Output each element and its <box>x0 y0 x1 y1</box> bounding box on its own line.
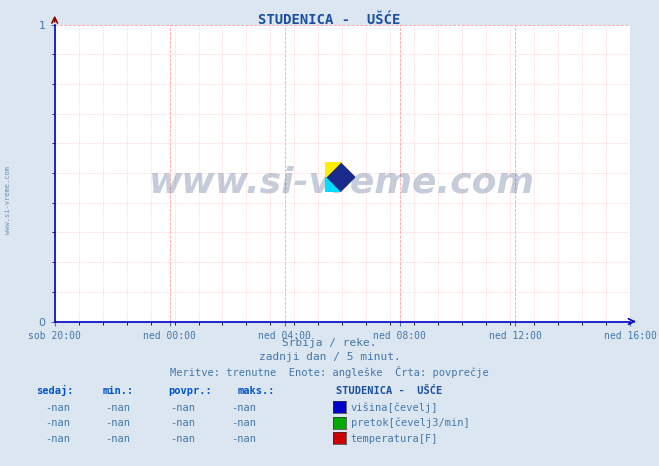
Polygon shape <box>325 177 340 192</box>
Text: maks.:: maks.: <box>237 386 275 396</box>
Polygon shape <box>325 162 340 177</box>
Text: -nan: -nan <box>105 403 130 413</box>
Text: -nan: -nan <box>231 434 256 444</box>
Text: pretok[čevelj3/min]: pretok[čevelj3/min] <box>351 418 469 428</box>
Text: Meritve: trenutne  Enote: angleške  Črta: povprečje: Meritve: trenutne Enote: angleške Črta: … <box>170 366 489 378</box>
Text: Srbija / reke.: Srbija / reke. <box>282 338 377 348</box>
Text: temperatura[F]: temperatura[F] <box>351 434 438 444</box>
Polygon shape <box>325 162 355 192</box>
Text: -nan: -nan <box>231 418 256 428</box>
Text: -nan: -nan <box>45 418 71 428</box>
Text: -nan: -nan <box>45 403 71 413</box>
Text: min.:: min.: <box>102 386 133 396</box>
Text: -nan: -nan <box>171 403 196 413</box>
Text: povpr.:: povpr.: <box>168 386 212 396</box>
Text: -nan: -nan <box>105 418 130 428</box>
Text: -nan: -nan <box>105 434 130 444</box>
Text: www.si-vreme.com: www.si-vreme.com <box>5 166 11 234</box>
Text: www.si-vreme.com: www.si-vreme.com <box>150 165 535 199</box>
Text: STUDENICA -  UŠĆE: STUDENICA - UŠĆE <box>336 386 442 396</box>
Text: zadnji dan / 5 minut.: zadnji dan / 5 minut. <box>258 352 401 362</box>
Text: -nan: -nan <box>45 434 71 444</box>
Text: višina[čevelj]: višina[čevelj] <box>351 403 438 413</box>
Text: sedaj:: sedaj: <box>36 385 74 396</box>
Text: -nan: -nan <box>171 418 196 428</box>
Text: -nan: -nan <box>171 434 196 444</box>
Text: STUDENICA -  UŠĆE: STUDENICA - UŠĆE <box>258 13 401 27</box>
Text: -nan: -nan <box>231 403 256 413</box>
